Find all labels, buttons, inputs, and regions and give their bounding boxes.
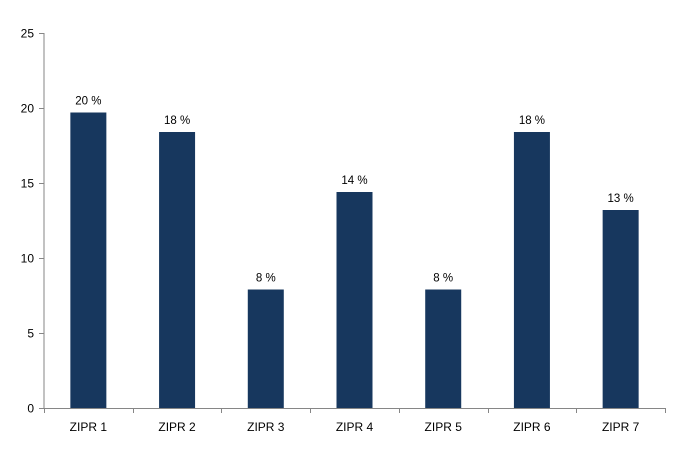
data-label: 18 % xyxy=(519,115,545,127)
data-label: 8 % xyxy=(256,273,276,285)
bar xyxy=(513,132,550,408)
bar xyxy=(159,132,196,408)
x-tick-label: ZIPR 5 xyxy=(425,420,463,434)
data-label: 8 % xyxy=(433,273,453,285)
x-tick-label: ZIPR 3 xyxy=(247,420,285,434)
bar xyxy=(336,192,373,408)
data-label: 14 % xyxy=(341,175,367,187)
y-tick-label: 15 xyxy=(21,177,35,191)
bar xyxy=(602,210,639,408)
y-tick-label: 5 xyxy=(27,327,34,341)
y-tick-label: 0 xyxy=(27,402,34,416)
x-tick-label: ZIPR 4 xyxy=(336,420,374,434)
data-label: 13 % xyxy=(608,193,634,205)
x-tick-label: ZIPR 6 xyxy=(513,420,551,434)
bar xyxy=(247,289,284,408)
data-labels: 20 % 18 % 8 % 14 % 8 % 18 % 13 % xyxy=(75,96,634,285)
data-label: 18 % xyxy=(164,115,190,127)
y-tick-label: 25 xyxy=(21,27,35,41)
y-axis: 0 5 10 15 20 25 xyxy=(21,27,45,416)
bar xyxy=(425,289,462,408)
bar xyxy=(70,112,107,408)
y-tick-label: 20 xyxy=(21,102,35,116)
x-tick-label: ZIPR 2 xyxy=(158,420,196,434)
x-tick-label: ZIPR 1 xyxy=(70,420,108,434)
y-tick-label: 10 xyxy=(21,252,35,266)
x-axis: ZIPR 1 ZIPR 2 ZIPR 3 ZIPR 4 ZIPR 5 ZIPR 6 ZIPR… xyxy=(44,408,666,434)
bars xyxy=(70,112,639,408)
x-tick-label: ZIPR 7 xyxy=(602,420,640,434)
data-label: 20 % xyxy=(75,96,101,108)
